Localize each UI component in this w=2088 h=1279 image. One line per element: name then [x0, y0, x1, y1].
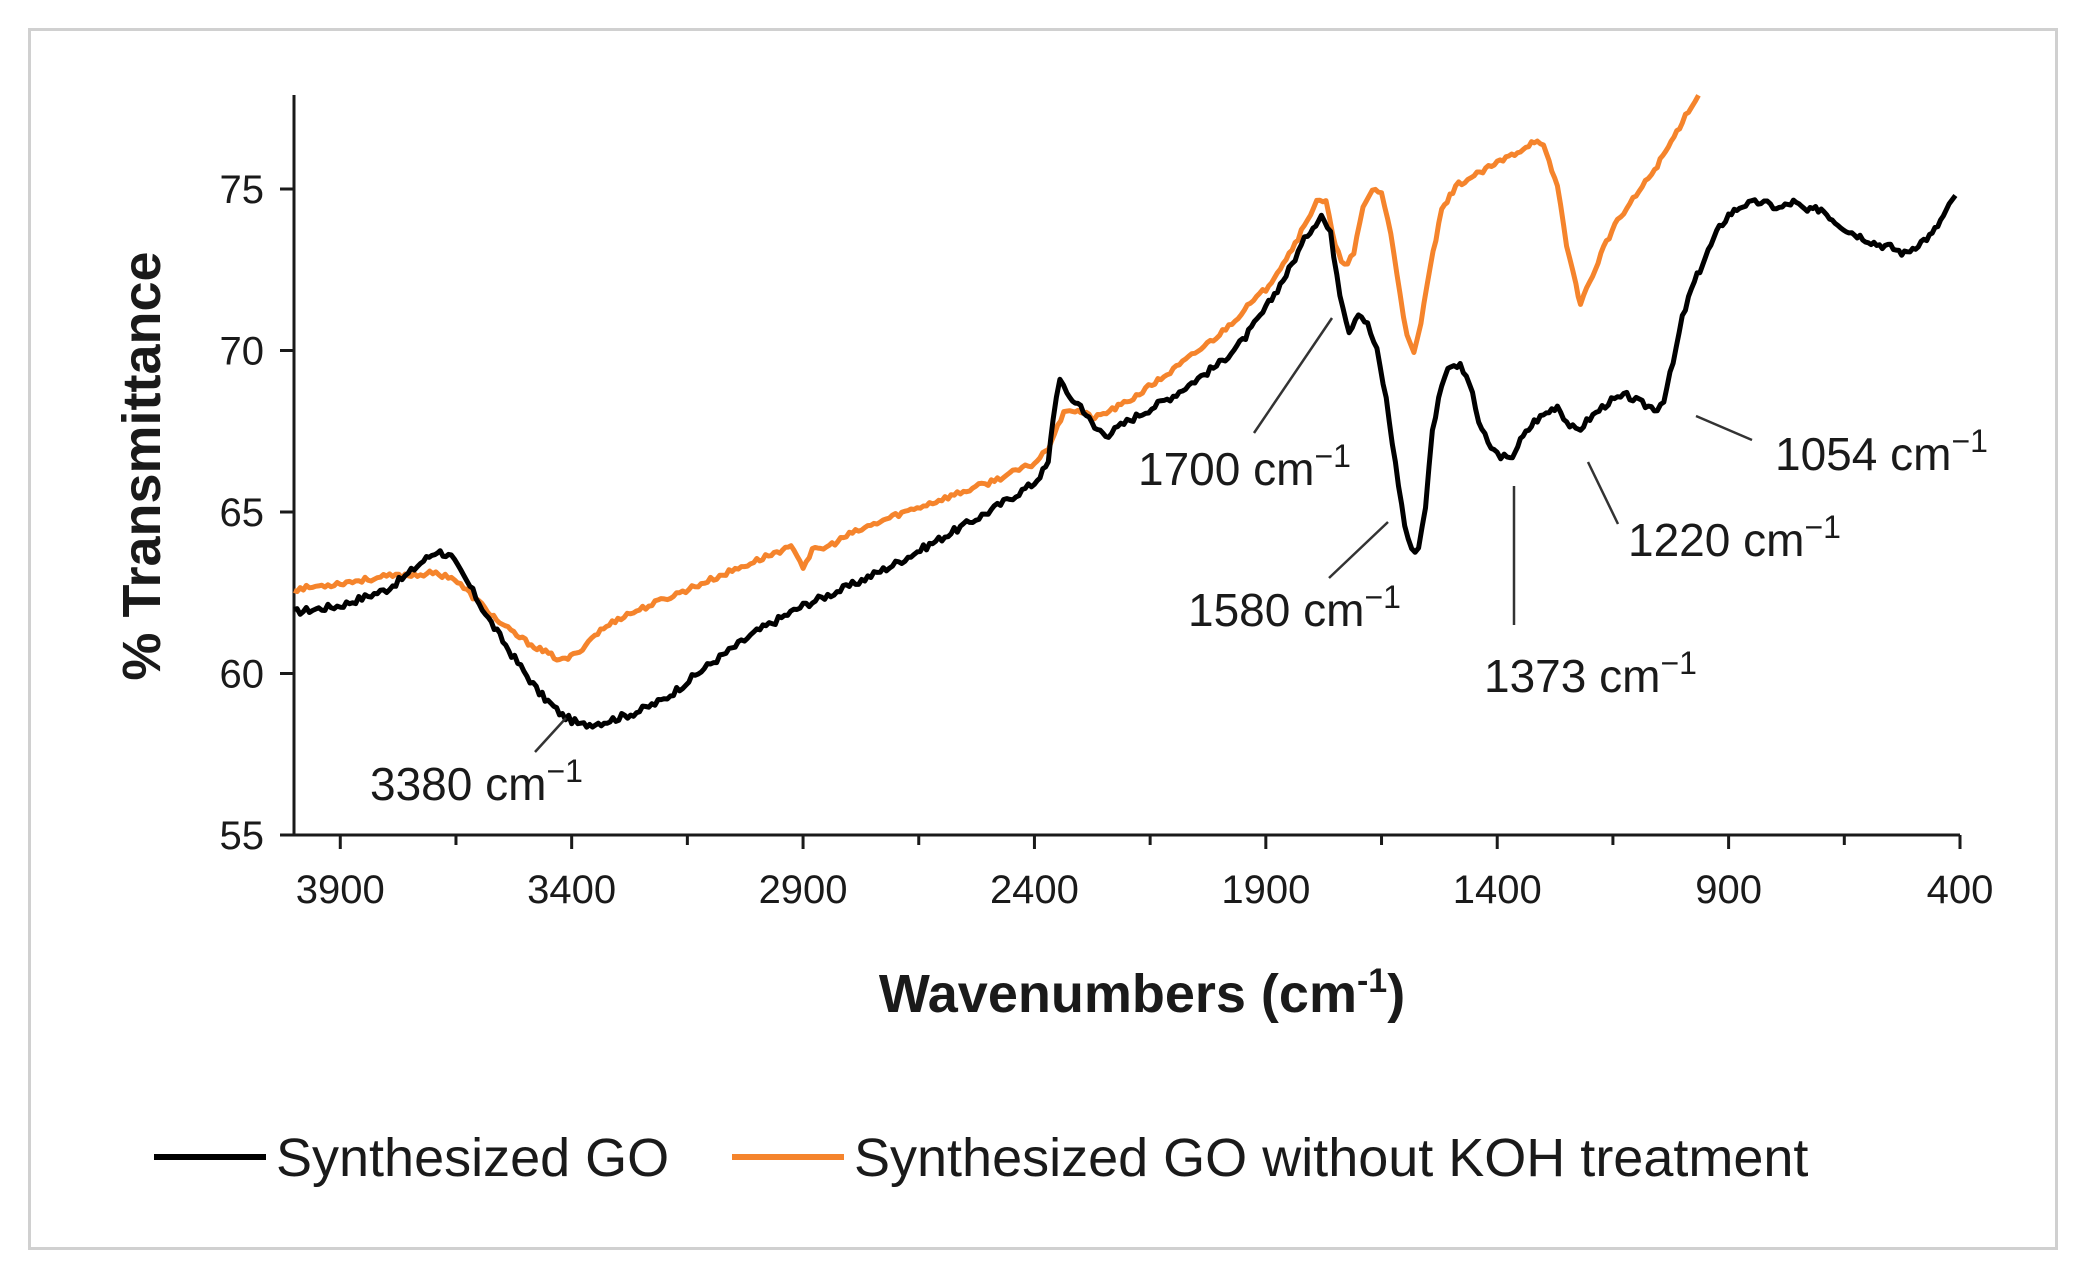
annotation-label: 3380 cm−1 — [370, 753, 583, 810]
y-axis-ticks: 55 60 65 70 75 — [220, 168, 294, 858]
x-tick-label: 3900 — [296, 868, 385, 912]
x-tick-label: 2400 — [990, 868, 1079, 912]
x-axis-label: Wavenumbers (cm-1) — [879, 962, 1405, 1024]
annotation-leader-line — [534, 717, 567, 753]
x-axis-label-close: ) — [1387, 964, 1405, 1024]
annotation-label-text: 1054 cm — [1775, 428, 1951, 480]
annotation-label: 1580 cm−1 — [1188, 579, 1401, 636]
annotation-label-text: 3380 cm — [370, 758, 546, 810]
y-tick-label: 70 — [220, 330, 265, 374]
x-axis-label-text: Wavenumbers (cm — [879, 964, 1357, 1024]
y-axis-label: % Transmittance — [112, 251, 172, 680]
x-tick-label: 1900 — [1221, 868, 1310, 912]
legend-label-synthesized-go: Synthesized GO — [276, 1128, 669, 1188]
series-line-synthesized-go — [293, 193, 1958, 730]
annotation-label-superscript: −1 — [1804, 509, 1840, 545]
x-tick-label: 3400 — [527, 868, 616, 912]
x-axis-label-superscript: -1 — [1357, 962, 1387, 1000]
annotation-label-superscript: −1 — [546, 753, 582, 789]
annotation-label: 1220 cm−1 — [1628, 509, 1841, 566]
x-axis-ticks: 3900 3400 2900 2400 1900 1400 900 400 — [296, 835, 1994, 912]
annotation-label-superscript: −1 — [1951, 423, 1987, 459]
y-tick-label: 75 — [220, 168, 265, 212]
x-tick-label: 2900 — [759, 868, 848, 912]
legend: Synthesized GO Synthesized GO without KO… — [154, 1128, 1808, 1188]
legend-label-go-without-koh: Synthesized GO without KOH treatment — [854, 1128, 1808, 1188]
annotation-label-text: 1580 cm — [1188, 584, 1364, 636]
annotation-label-text: 1220 cm — [1628, 514, 1804, 566]
annotation-leader-line — [1586, 461, 1620, 525]
annotation-label-superscript: −1 — [1660, 645, 1696, 681]
annotation-leader-line — [1695, 414, 1753, 442]
annotation-label: 1054 cm−1 — [1775, 423, 1988, 480]
annotation-label-superscript: −1 — [1314, 438, 1350, 474]
annotation-label: 1700 cm−1 — [1138, 438, 1351, 495]
x-tick-label: 1400 — [1453, 868, 1542, 912]
x-tick-label: 900 — [1695, 868, 1762, 912]
annotation-label-superscript: −1 — [1364, 579, 1400, 615]
annotation-label-text: 1373 cm — [1484, 650, 1660, 702]
annotation-leader-line — [1328, 521, 1389, 579]
y-tick-label: 55 — [220, 814, 265, 858]
annotation-label: 1373 cm−1 — [1484, 645, 1697, 702]
x-tick-label: 400 — [1927, 868, 1994, 912]
annotation-label-text: 1700 cm — [1138, 443, 1314, 495]
annotation-leader-line — [1252, 317, 1334, 434]
series-line-go-without-koh — [293, 94, 1701, 663]
y-tick-label: 60 — [220, 653, 265, 697]
figure-frame — [28, 28, 2058, 1250]
y-tick-label: 65 — [220, 491, 265, 535]
